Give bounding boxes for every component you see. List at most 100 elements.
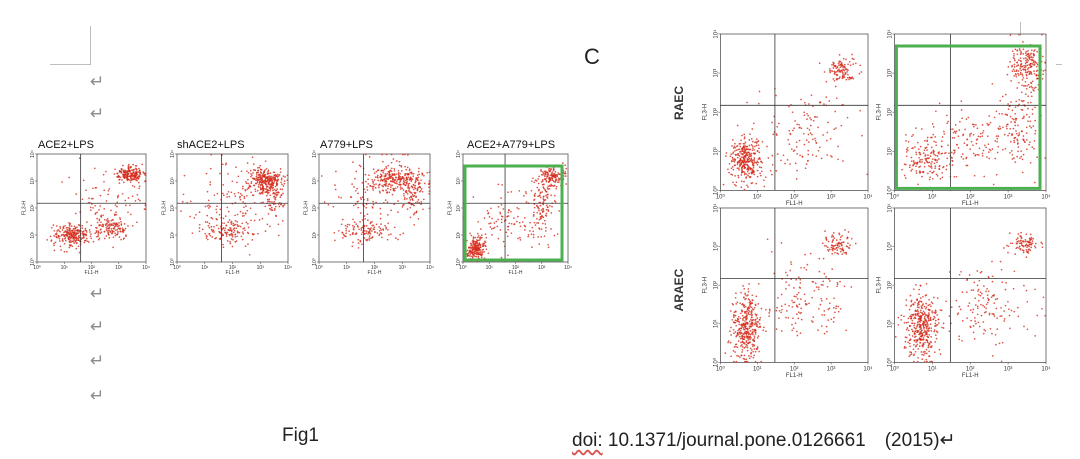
data-point <box>830 236 833 238</box>
data-point <box>965 118 968 120</box>
data-point <box>1032 125 1035 127</box>
data-point <box>838 245 841 248</box>
data-point <box>1022 245 1025 248</box>
data-point <box>751 321 754 324</box>
data-point <box>836 66 839 68</box>
data-point <box>247 226 250 229</box>
data-point <box>371 179 374 181</box>
data-point <box>837 246 839 249</box>
data-point <box>379 213 382 215</box>
data-point <box>547 181 550 184</box>
data-point <box>524 225 527 228</box>
data-point <box>107 221 110 224</box>
data-point <box>405 189 408 192</box>
data-point <box>812 321 814 323</box>
data-point <box>95 235 98 238</box>
data-point <box>1022 68 1025 71</box>
data-point <box>1019 71 1022 74</box>
data-point <box>554 180 556 183</box>
data-point <box>812 105 814 108</box>
data-point <box>919 285 922 287</box>
data-point <box>973 338 976 340</box>
data-point <box>969 135 971 137</box>
data-point <box>259 174 262 177</box>
data-point <box>116 232 119 235</box>
data-point <box>59 245 62 248</box>
data-point <box>138 167 140 170</box>
data-point <box>105 224 107 227</box>
data-point <box>838 54 841 56</box>
data-point <box>924 140 926 142</box>
data-point <box>911 147 913 150</box>
data-point <box>73 229 75 232</box>
data-point <box>741 341 744 343</box>
data-point <box>1010 101 1012 103</box>
data-point <box>742 332 744 335</box>
data-point <box>1034 132 1036 135</box>
data-point <box>904 177 907 179</box>
data-point <box>1016 155 1018 158</box>
data-point <box>912 134 914 136</box>
data-point <box>801 156 804 158</box>
data-point <box>100 214 103 217</box>
data-point <box>751 140 754 143</box>
data-point <box>405 176 408 179</box>
data-point <box>739 145 742 148</box>
data-point <box>108 237 111 239</box>
data-point <box>88 197 90 200</box>
data-point <box>286 174 289 177</box>
data-point <box>62 225 65 228</box>
data-point <box>208 226 211 229</box>
data-point <box>417 199 420 201</box>
data-point <box>269 175 271 178</box>
data-point <box>198 223 201 226</box>
data-point <box>268 198 271 201</box>
data-point <box>920 324 922 327</box>
data-point <box>1029 243 1031 246</box>
data-point <box>487 211 490 214</box>
y-tick-label: 10¹ <box>887 147 893 156</box>
data-point <box>825 237 827 240</box>
data-point <box>470 255 473 258</box>
x-tick-label: 10³ <box>115 265 123 271</box>
data-point <box>222 243 224 246</box>
data-point <box>1012 127 1015 130</box>
data-point <box>934 154 937 157</box>
data-point <box>56 230 58 232</box>
data-point <box>936 314 939 316</box>
x-tick-label: 10² <box>966 366 975 372</box>
data-point <box>769 169 772 172</box>
data-point <box>204 205 207 208</box>
data-point <box>817 329 819 331</box>
data-point <box>209 181 212 183</box>
data-point <box>1027 67 1030 69</box>
data-point <box>273 188 276 191</box>
data-point <box>924 352 926 355</box>
data-point <box>833 128 836 131</box>
data-point <box>402 192 405 195</box>
data-point <box>754 145 756 148</box>
data-point <box>928 342 930 345</box>
data-point <box>973 125 975 128</box>
data-point <box>472 251 475 253</box>
data-point <box>995 307 998 310</box>
data-point <box>970 140 973 143</box>
data-point <box>359 196 362 199</box>
data-point <box>925 294 928 296</box>
data-point <box>1044 61 1047 64</box>
data-point <box>766 145 768 148</box>
data-point <box>480 256 483 259</box>
data-point <box>225 162 228 165</box>
data-point <box>943 133 946 135</box>
data-point <box>74 212 77 215</box>
data-point <box>236 223 239 226</box>
data-point <box>742 335 745 338</box>
data-point <box>497 237 500 240</box>
doi-text: 10.1371/journal.pone.0126661 (2015)↵ <box>602 430 956 451</box>
data-point <box>105 170 107 173</box>
data-point <box>117 230 119 233</box>
data-point <box>735 360 738 363</box>
data-point <box>741 150 744 152</box>
data-point <box>922 310 925 313</box>
data-point <box>735 184 737 187</box>
